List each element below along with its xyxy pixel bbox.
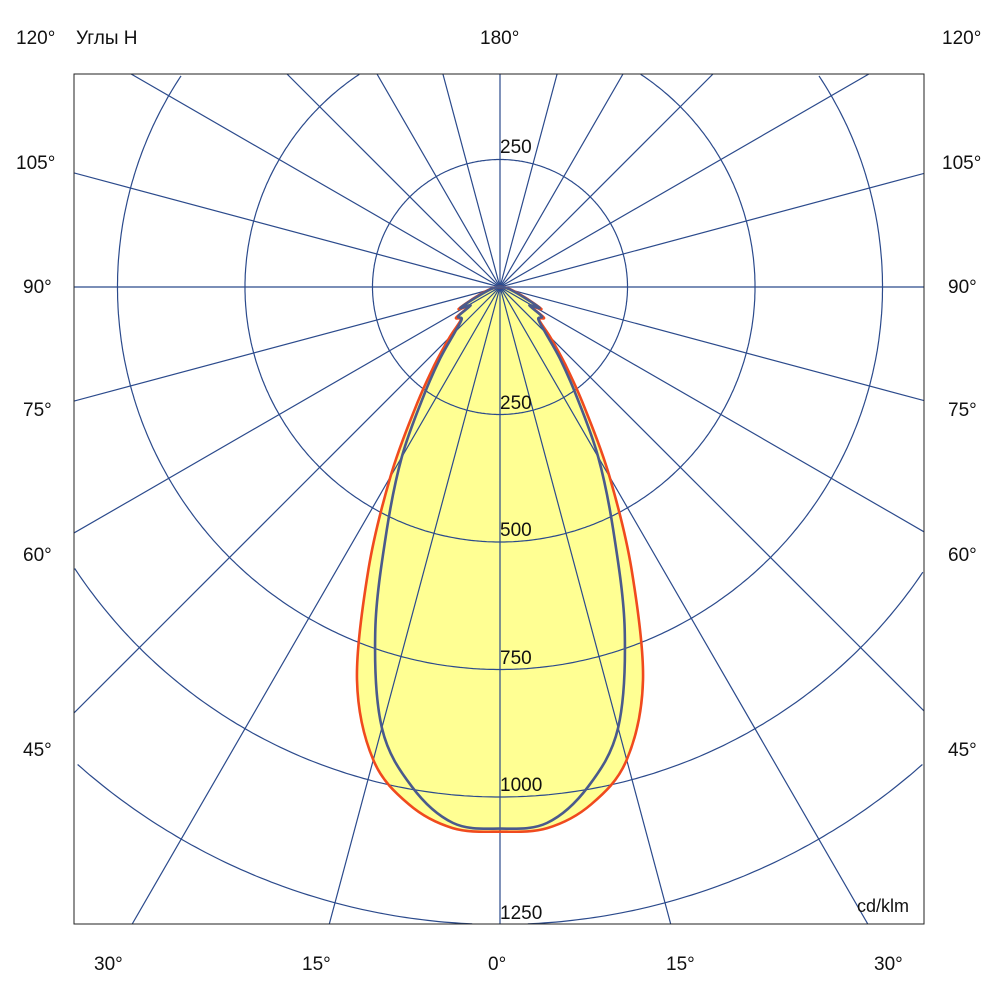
polar-grid xyxy=(74,74,924,924)
grid-ring-1250 xyxy=(77,764,923,924)
grid-ray-330 xyxy=(131,286,501,924)
grid-ray-105 xyxy=(499,172,924,288)
plot-frame xyxy=(73,73,925,925)
angle-label-left-60: 60° xyxy=(23,545,52,566)
series-curve-c90-c270 xyxy=(373,285,627,831)
angle-label-bottom-0: 0° xyxy=(488,954,507,975)
grid-ray-285 xyxy=(74,286,501,402)
grid-ray-45 xyxy=(499,286,924,712)
grid-ray-30 xyxy=(499,286,869,924)
chart-title: Углы Н xyxy=(76,28,138,49)
ring-label-1000: 1000 xyxy=(500,775,543,796)
angle-label-bottom-30-left: 30° xyxy=(94,954,123,975)
grid-ray-210 xyxy=(376,74,501,288)
grid-ray-240 xyxy=(130,74,501,288)
angle-label-right-105: 105° xyxy=(942,153,982,174)
grid-ray-150 xyxy=(499,74,624,288)
angle-label-right-75: 75° xyxy=(948,400,977,421)
angle-label-left-90: 90° xyxy=(23,277,52,298)
angle-label-left-75: 75° xyxy=(23,400,52,421)
grid-ray-120 xyxy=(499,74,870,288)
angle-label-bottom-15-left: 15° xyxy=(302,954,331,975)
grid-ray-165 xyxy=(499,74,558,288)
grid-ray-225 xyxy=(286,74,501,288)
grid-ring-1000 xyxy=(74,568,924,798)
angle-label-left-45: 45° xyxy=(23,740,52,761)
grid-ray-255 xyxy=(74,172,501,288)
grid-ray-75 xyxy=(499,286,924,402)
curve-outlines xyxy=(355,285,645,834)
angle-label-right-90: 90° xyxy=(948,277,977,298)
grid-ray-135 xyxy=(499,74,714,288)
grid-ray-15 xyxy=(499,286,672,924)
series-curve-c0-c180 xyxy=(355,285,645,834)
angle-label-left-120: 120° xyxy=(16,28,56,49)
grid-ray-300 xyxy=(74,286,501,534)
ring-label-750: 750 xyxy=(500,648,532,669)
grid-ray-345 xyxy=(328,286,501,924)
grid-ring-750 xyxy=(116,75,884,671)
grid-ray-60 xyxy=(499,286,924,533)
grid-ray-195 xyxy=(442,74,501,288)
ring-label-250: 250 xyxy=(500,393,532,414)
grid-ray-315 xyxy=(74,286,501,714)
ring-label-top-250: 250 xyxy=(500,137,532,158)
angle-label-bottom-15-right: 15° xyxy=(666,954,695,975)
ring-label-500: 500 xyxy=(500,520,532,541)
angle-label-left-105: 105° xyxy=(16,153,56,174)
grid-ring-500 xyxy=(244,74,756,543)
angle-label-right-120: 120° xyxy=(942,28,982,49)
angle-label-top-180: 180° xyxy=(480,28,520,49)
unit-label: cd/klm xyxy=(857,896,910,916)
angle-label-bottom-30-right: 30° xyxy=(874,954,903,975)
angle-label-right-60: 60° xyxy=(948,545,977,566)
angle-label-right-45: 45° xyxy=(948,740,977,761)
ring-label-1250: 1250 xyxy=(500,903,543,924)
